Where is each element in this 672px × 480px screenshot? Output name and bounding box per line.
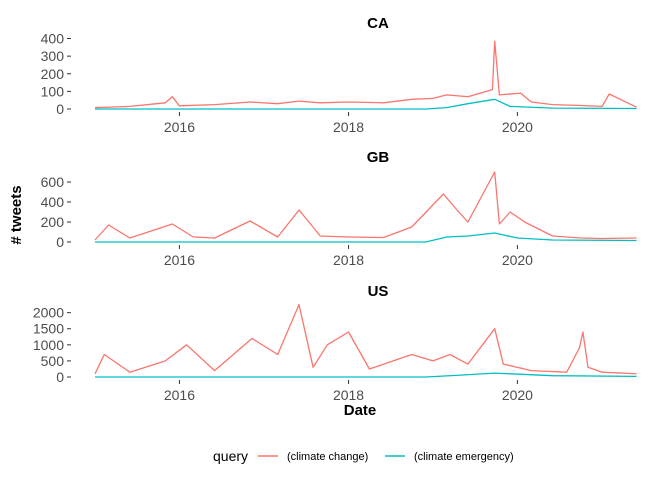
y-tick-label: 500 (41, 353, 65, 369)
x-tick-label: 2020 (502, 119, 533, 135)
y-tick-label: 400 (41, 31, 65, 47)
panel-title: US (368, 283, 389, 300)
x-axis-title: Date (344, 402, 377, 419)
y-tick-label: 1500 (33, 321, 64, 337)
x-tick-label: 2018 (333, 387, 364, 403)
panel-title: CA (367, 15, 389, 32)
series-line-climate-change (94, 303, 637, 375)
y-tick-label: 0 (56, 101, 64, 117)
x-tick-label: 2016 (164, 119, 195, 135)
y-tick-label: 100 (41, 83, 65, 99)
series-line-climate-emergency (95, 232, 637, 243)
x-tick-label: 2018 (333, 119, 364, 135)
y-tick-label: 1000 (33, 337, 64, 353)
y-tick-label: 0 (56, 234, 64, 250)
panel-title: GB (367, 149, 390, 166)
x-tick-label: 2020 (502, 252, 533, 268)
y-axis-title: # tweets (8, 185, 25, 244)
y-tick-label: 200 (41, 214, 65, 230)
series-line-climate-change (94, 40, 637, 109)
series-line-climate-change (94, 171, 637, 241)
x-tick-label: 2020 (502, 387, 533, 403)
y-tick-label: 200 (41, 66, 65, 82)
legend-title: query (213, 448, 248, 464)
panel-gb: GB 0 200 400 600 2016 2018 2020 (41, 149, 637, 268)
y-tick-label: 400 (41, 194, 65, 210)
y-tick-label: 2000 (33, 305, 64, 321)
legend-label: (climate change) (287, 451, 368, 463)
y-tick-label: 300 (41, 48, 65, 64)
series-line-climate-emergency (95, 98, 637, 110)
y-tick-label: 0 (56, 369, 64, 385)
x-tick-label: 2018 (333, 252, 364, 268)
y-tick-label: 600 (41, 174, 65, 190)
legend: query (climate change) (climate emergency… (213, 448, 514, 464)
x-tick-label: 2016 (164, 387, 195, 403)
legend-label: (climate emergency) (414, 451, 514, 463)
x-tick-label: 2016 (164, 252, 195, 268)
series-line-climate-emergency (95, 372, 637, 378)
